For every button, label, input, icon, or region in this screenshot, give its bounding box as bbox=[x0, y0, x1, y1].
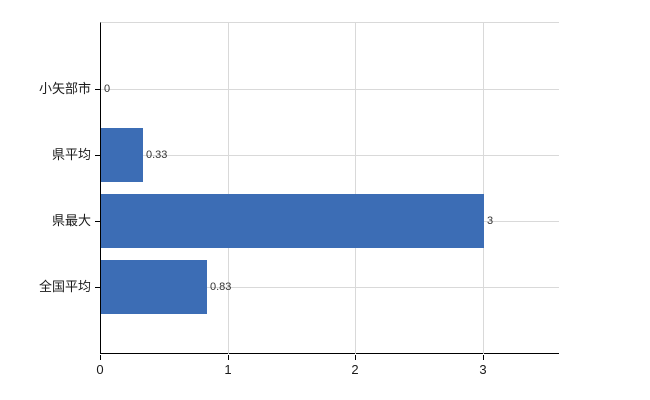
category-label: 県平均 bbox=[51, 147, 91, 162]
x-axis-tick bbox=[100, 355, 101, 360]
category-gridline bbox=[101, 287, 559, 288]
y-axis-tick bbox=[95, 89, 100, 90]
category-label: 全国平均 bbox=[38, 279, 91, 294]
category-gridline bbox=[101, 155, 559, 156]
x-axis-tick bbox=[228, 355, 229, 360]
y-axis-tick bbox=[95, 155, 100, 156]
category-gridline bbox=[101, 89, 559, 90]
x-gridline bbox=[482, 22, 484, 354]
bar bbox=[101, 260, 207, 314]
plot-area bbox=[100, 22, 559, 354]
x-gridline bbox=[227, 22, 229, 354]
bar bbox=[101, 194, 484, 248]
bar-value-label: 3 bbox=[487, 215, 494, 227]
bar-value-label: 0.83 bbox=[210, 281, 232, 293]
x-tick-label: 0 bbox=[96, 362, 104, 377]
y-axis-tick bbox=[95, 221, 100, 222]
x-axis-tick bbox=[355, 355, 356, 360]
bar-value-label: 0.33 bbox=[146, 149, 168, 161]
x-tick-label: 2 bbox=[351, 362, 359, 377]
category-label: 県最大 bbox=[51, 213, 91, 228]
x-gridline bbox=[355, 22, 356, 354]
bar-value-label: 0 bbox=[104, 83, 111, 95]
x-tick-label: 1 bbox=[224, 362, 232, 377]
x-axis-tick bbox=[483, 355, 484, 360]
category-label: 小矢部市 bbox=[38, 81, 91, 96]
x-tick-label: 3 bbox=[479, 362, 487, 377]
bar bbox=[101, 128, 143, 182]
y-axis-tick bbox=[95, 287, 100, 288]
